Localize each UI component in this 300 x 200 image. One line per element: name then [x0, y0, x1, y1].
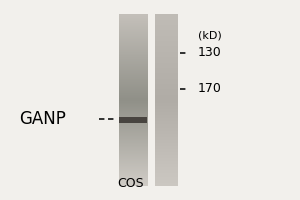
Text: GANP: GANP — [19, 110, 66, 128]
Text: 130: 130 — [198, 46, 222, 60]
Text: (kD): (kD) — [198, 30, 222, 40]
Text: COS: COS — [117, 177, 144, 190]
Bar — [118, 117, 147, 123]
Text: 170: 170 — [198, 82, 222, 95]
